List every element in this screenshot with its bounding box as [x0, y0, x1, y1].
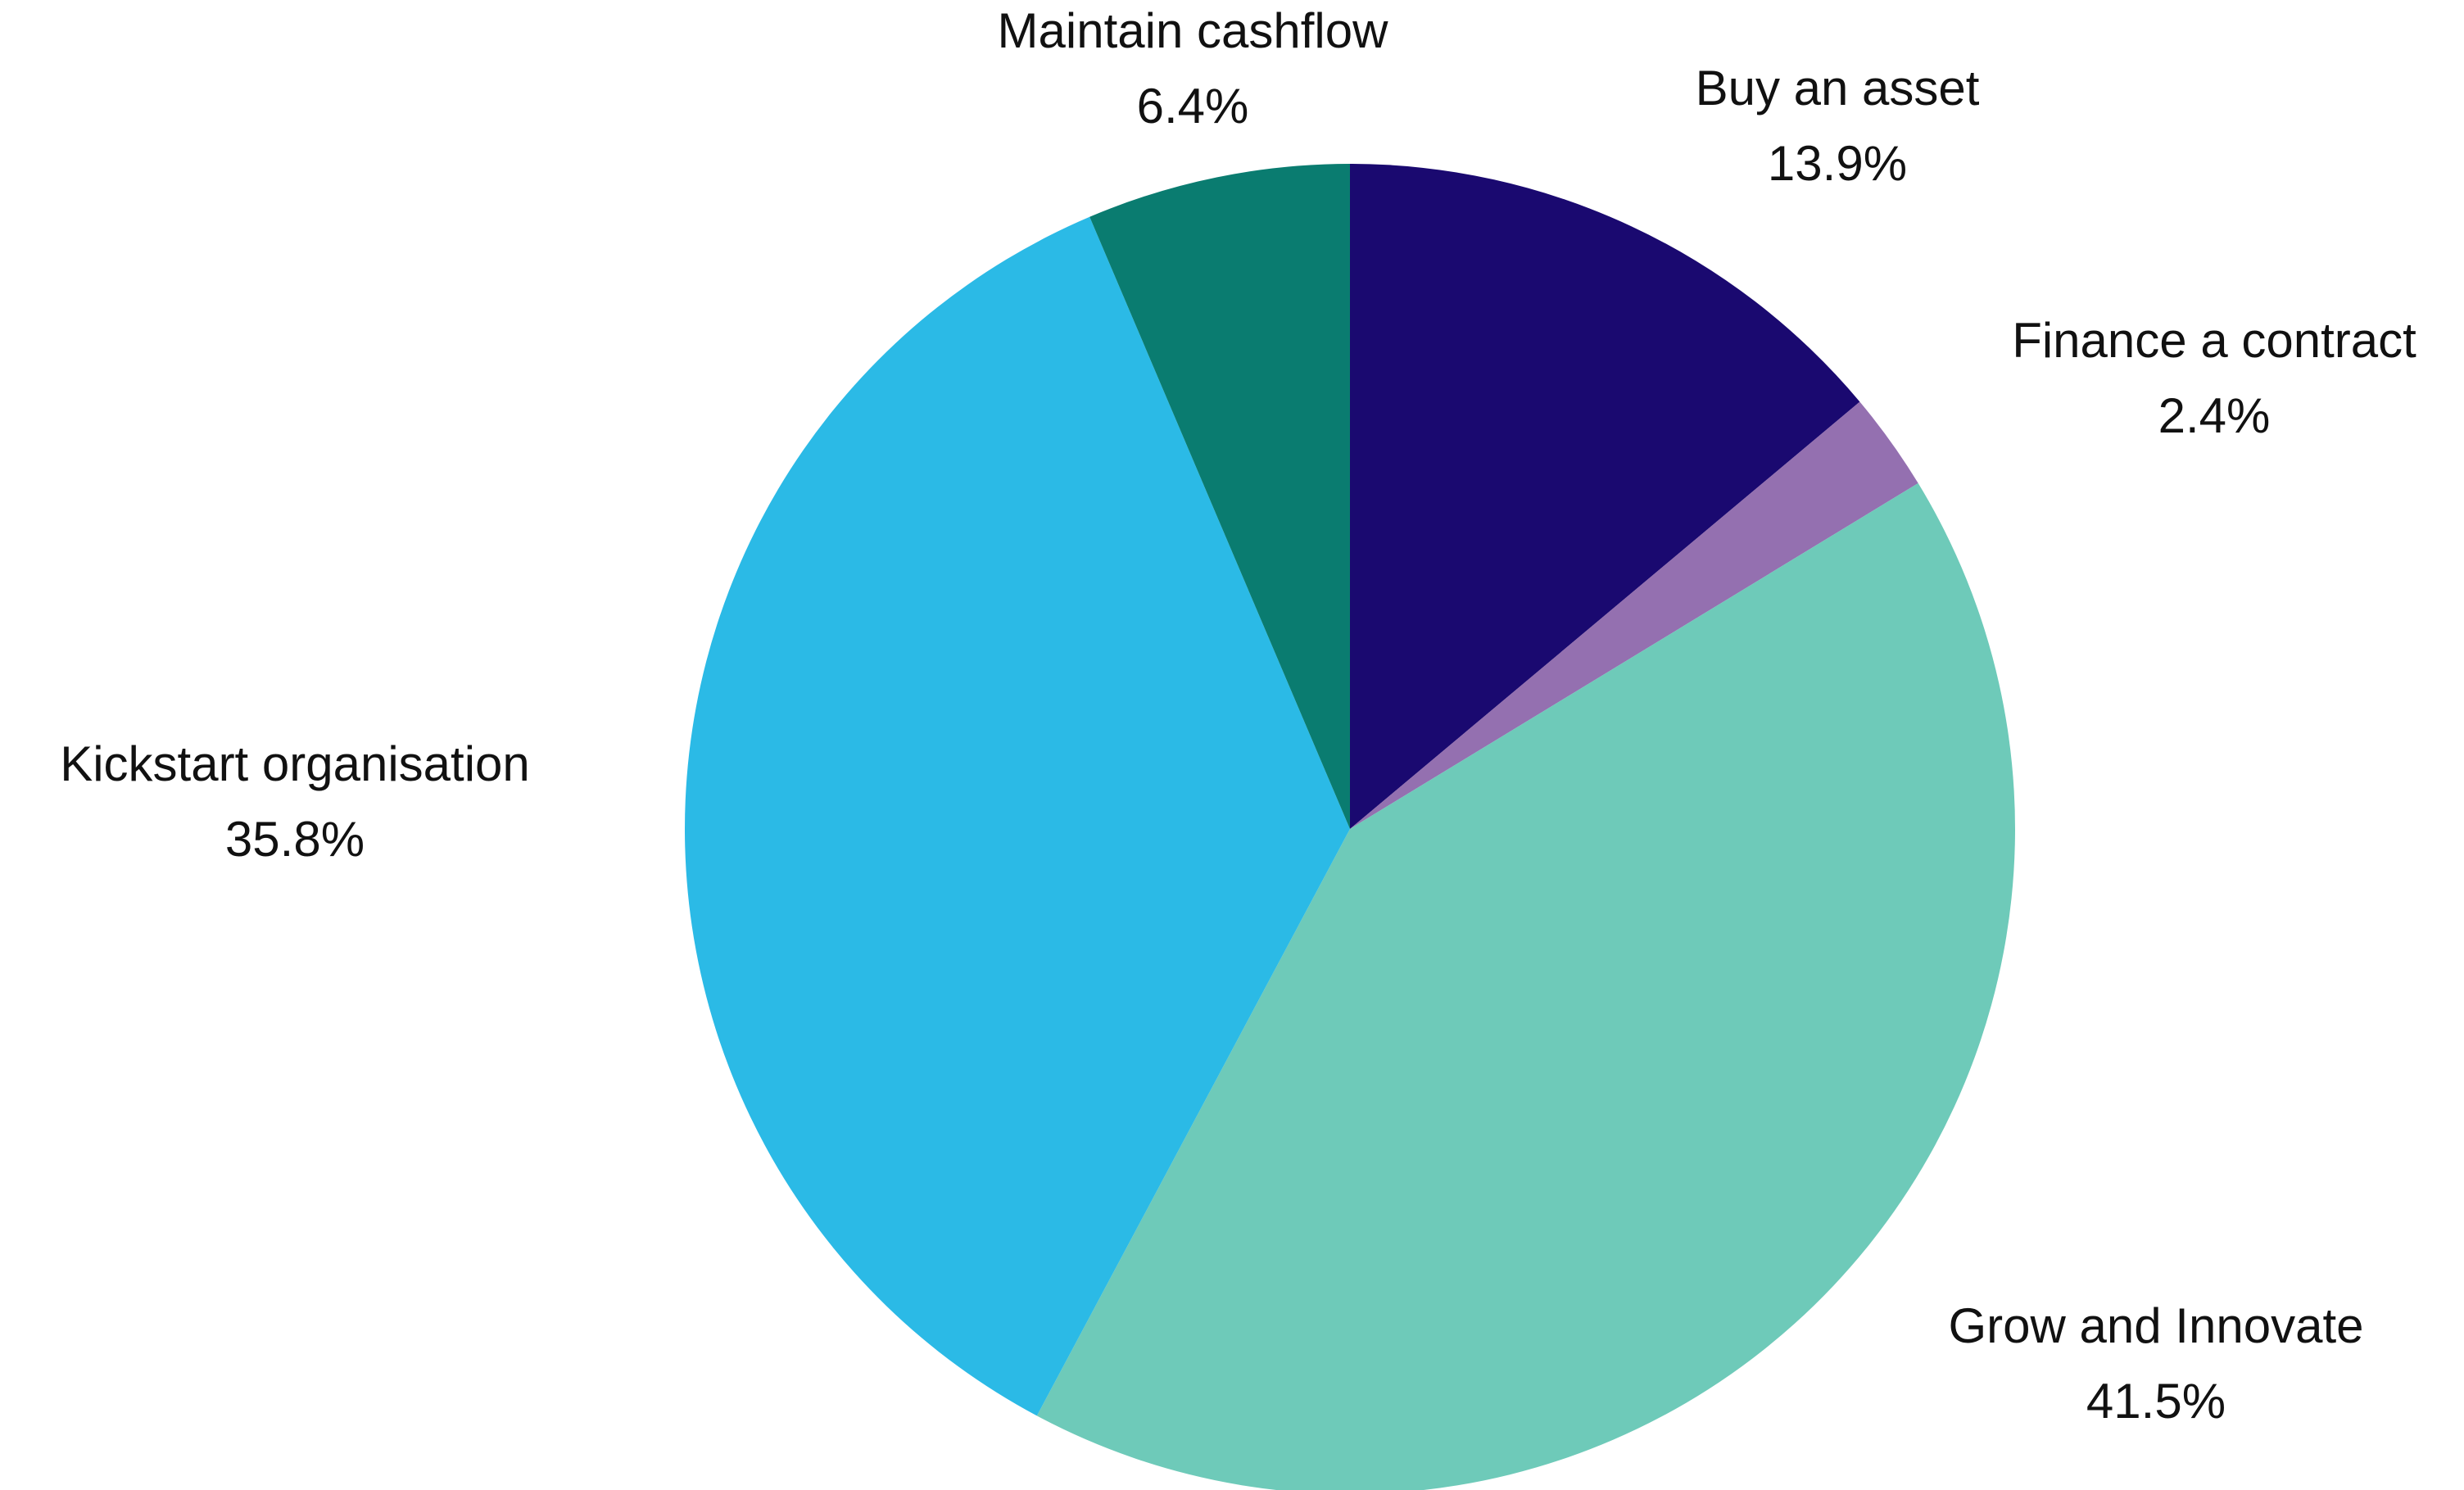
slice-label-value: 13.9% — [1768, 136, 1907, 191]
slice-label-name: Grow and Innovate — [1949, 1298, 2364, 1353]
slice-label-name: Buy an asset — [1696, 61, 1980, 115]
slice-label-name: Finance a contract — [2012, 313, 2416, 368]
slice-label-name: Maintain cashflow — [998, 3, 1389, 58]
labels-layer: Buy an asset 13.9% Finance a contract 2.4% G… — [60, 3, 2416, 1429]
slice-label-value: 6.4% — [1137, 79, 1249, 134]
slice-label-name: Kickstart organisation — [60, 736, 530, 791]
slice-label-value: 2.4% — [2158, 388, 2271, 443]
pie-slice-buy-an-asset — [1350, 164, 1860, 829]
pie-slice-maintain-cashflow — [1089, 164, 1350, 829]
pie-slice-finance-a-contract — [1350, 401, 1918, 829]
pie-slice-kickstart-organisation — [684, 216, 1350, 1416]
pie-slice-grow-and-innovate — [1036, 482, 2015, 1490]
slices-layer — [684, 164, 2015, 1490]
slice-label-value: 41.5% — [2086, 1374, 2226, 1429]
slice-label-value: 35.8% — [225, 812, 365, 867]
